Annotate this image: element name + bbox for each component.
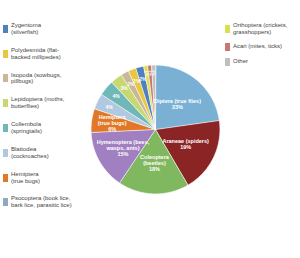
html-text:Acari (mites, ticks): Acari (mites, ticks) xyxy=(233,43,282,50)
svg-text:3%: 3% xyxy=(120,85,128,92)
svg-text:1%: 1% xyxy=(151,70,156,76)
html-text:Psocoptera (book lice, bark li: Psocoptera (book lice, bark lice, parasi… xyxy=(11,195,72,209)
html-text:Other: Other xyxy=(233,58,248,65)
svg-text:4%: 4% xyxy=(105,104,113,110)
svg-text:1%: 1% xyxy=(144,70,150,77)
html-text:Orthoptera (crickets, grasshop: Orthoptera (crickets, grasshoppers) xyxy=(233,22,288,35)
svg-text:Hemiptera(true bugs)6%: Hemiptera(true bugs)6% xyxy=(98,114,127,132)
svg-text:Coleoptera(beetles)18%: Coleoptera(beetles)18% xyxy=(140,154,170,172)
html-text:Isopoda (sowbugs, pillbugs): Isopoda (sowbugs, pillbugs) xyxy=(11,71,62,85)
svg-text:2%: 2% xyxy=(133,78,141,85)
svg-text:Araneae (spiders)19%: Araneae (spiders)19% xyxy=(162,138,209,150)
html-text:Blattodea (cockroaches): Blattodea (cockroaches) xyxy=(11,145,49,159)
svg-text:2%: 2% xyxy=(127,80,135,87)
html-text:Polydesmida (flat- backed mill: Polydesmida (flat- backed millipedes) xyxy=(11,46,61,60)
html-text:Collembola (springtails): Collembola (springtails) xyxy=(11,121,42,134)
html-text:Hemiptera (true bugs): Hemiptera (true bugs) xyxy=(11,170,40,184)
svg-text:Diptera (true flies)23%: Diptera (true flies)23% xyxy=(154,98,201,110)
html-text:Zygentoma (silverfish): Zygentoma (silverfish) xyxy=(11,22,41,35)
svg-text:Hymenoptera (bees,wasps, ants): Hymenoptera (bees,wasps, ants)15% xyxy=(97,139,150,157)
svg-text:2%: 2% xyxy=(139,76,147,82)
html-text:Lepidoptera (moths, butterflie: Lepidoptera (moths, butterflies) xyxy=(11,96,65,110)
svg-text:4%: 4% xyxy=(112,93,120,99)
svg-text:1%: 1% xyxy=(147,69,154,77)
